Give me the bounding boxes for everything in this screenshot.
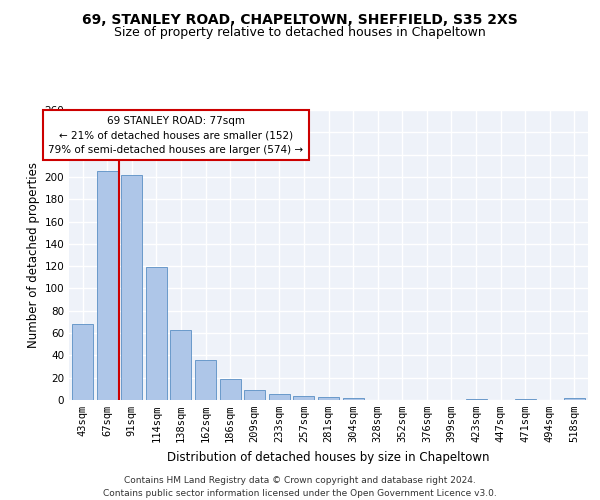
Bar	[244, 390, 265, 400]
Bar	[343, 398, 364, 400]
Bar	[466, 399, 487, 400]
Bar	[195, 360, 216, 400]
Text: 69 STANLEY ROAD: 77sqm
← 21% of detached houses are smaller (152)
79% of semi-de: 69 STANLEY ROAD: 77sqm ← 21% of detached…	[49, 116, 304, 155]
Text: 69, STANLEY ROAD, CHAPELTOWN, SHEFFIELD, S35 2XS: 69, STANLEY ROAD, CHAPELTOWN, SHEFFIELD,…	[82, 12, 518, 26]
Bar	[97, 172, 118, 400]
Bar	[564, 398, 585, 400]
Bar	[72, 324, 93, 400]
Bar	[146, 268, 167, 400]
Bar	[318, 396, 339, 400]
Bar	[515, 399, 536, 400]
Y-axis label: Number of detached properties: Number of detached properties	[27, 162, 40, 348]
Bar	[121, 174, 142, 400]
Bar	[293, 396, 314, 400]
Text: Size of property relative to detached houses in Chapeltown: Size of property relative to detached ho…	[114, 26, 486, 39]
Text: Contains HM Land Registry data © Crown copyright and database right 2024.
Contai: Contains HM Land Registry data © Crown c…	[103, 476, 497, 498]
Bar	[220, 379, 241, 400]
Bar	[269, 394, 290, 400]
X-axis label: Distribution of detached houses by size in Chapeltown: Distribution of detached houses by size …	[167, 450, 490, 464]
Bar	[170, 330, 191, 400]
